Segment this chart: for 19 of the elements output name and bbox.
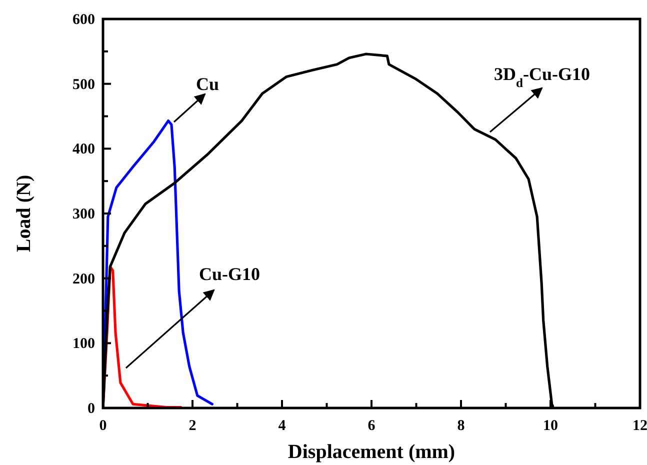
x-tick-label: 10 — [543, 418, 558, 434]
x-axis-title: Displacement (mm) — [288, 441, 456, 463]
x-tick-label: 6 — [368, 418, 376, 434]
text: Cu-G10 — [199, 264, 260, 284]
y-tick-label: 100 — [72, 336, 95, 352]
text: Cu — [196, 74, 220, 94]
y-axis-title: Load (N) — [13, 174, 35, 252]
y-tick-label: 600 — [72, 12, 95, 28]
x-tick-label: 8 — [457, 418, 465, 434]
y-tick-label: 200 — [72, 271, 95, 288]
x-tick-label: 12 — [632, 418, 647, 434]
y-tick-label: 0 — [88, 401, 95, 417]
y-tick-label: 400 — [72, 142, 95, 158]
x-tick-label: 2 — [188, 418, 196, 434]
x-tick-label: 0 — [99, 418, 107, 434]
text: 3D$_{d}$-Cu-G10 — [494, 64, 590, 90]
y-tick-label: 300 — [72, 206, 95, 222]
x-tick-label: 4 — [278, 418, 286, 434]
y-tick-label: 500 — [72, 76, 95, 93]
